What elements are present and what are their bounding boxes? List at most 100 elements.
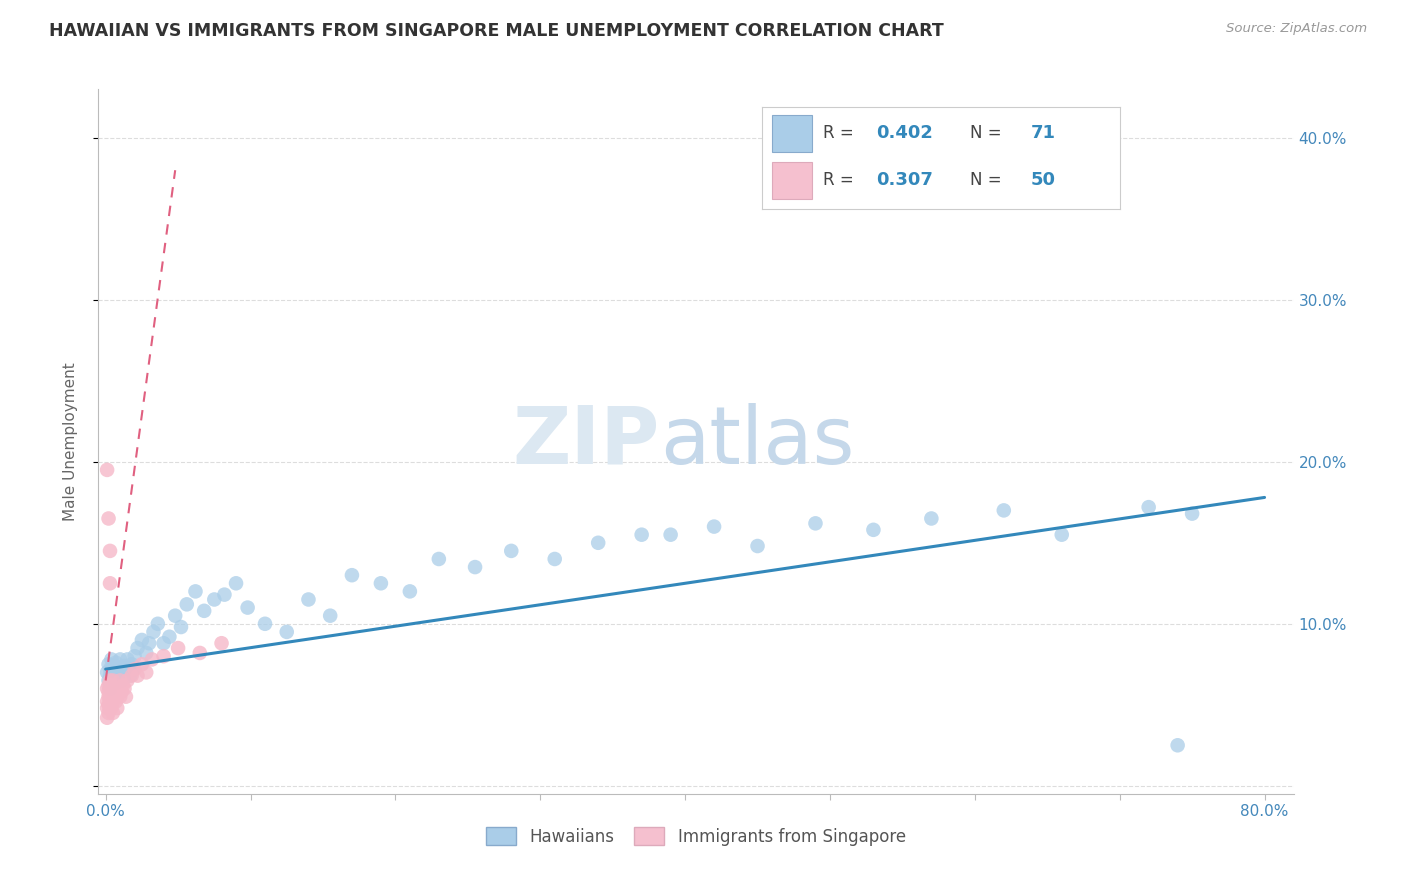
Point	[152, 649, 174, 664]
Point	[98, 668, 121, 682]
Point	[108, 673, 131, 688]
Point	[993, 503, 1015, 517]
Point	[96, 694, 118, 708]
Point	[131, 632, 153, 647]
Point	[659, 527, 682, 541]
Point	[114, 659, 136, 673]
Point	[124, 649, 146, 664]
Point	[100, 652, 122, 666]
Point	[747, 539, 769, 553]
Point	[131, 657, 153, 672]
Point	[96, 711, 118, 725]
Point	[120, 668, 142, 682]
Text: atlas: atlas	[661, 402, 855, 481]
Point	[100, 678, 122, 692]
Point	[97, 698, 120, 712]
Point	[108, 690, 131, 704]
Point	[101, 670, 124, 684]
Point	[340, 568, 363, 582]
Point	[121, 657, 143, 672]
Point	[122, 662, 145, 676]
Text: Source: ZipAtlas.com: Source: ZipAtlas.com	[1226, 22, 1367, 36]
Point	[184, 584, 207, 599]
Point	[804, 516, 827, 531]
Point	[135, 646, 157, 660]
Point	[97, 673, 120, 688]
Point	[98, 576, 121, 591]
Point	[96, 681, 118, 696]
Point	[97, 685, 120, 699]
Point	[115, 665, 138, 680]
Point	[214, 588, 236, 602]
Point	[110, 685, 132, 699]
Point	[110, 673, 132, 688]
Point	[101, 685, 124, 699]
Point	[108, 652, 131, 666]
Point	[114, 670, 136, 684]
Legend: Hawaiians, Immigrants from Singapore: Hawaiians, Immigrants from Singapore	[479, 821, 912, 853]
Point	[920, 511, 942, 525]
Point	[167, 641, 190, 656]
Point	[399, 584, 422, 599]
Point	[104, 656, 127, 670]
Point	[100, 701, 122, 715]
Point	[98, 701, 121, 715]
Point	[97, 678, 120, 692]
Point	[202, 592, 225, 607]
Point	[97, 511, 120, 525]
Point	[117, 652, 139, 666]
Point	[98, 673, 121, 688]
Point	[101, 673, 124, 688]
Point	[107, 681, 129, 696]
Point	[157, 630, 180, 644]
Point	[114, 681, 136, 696]
Point	[142, 624, 165, 639]
Point	[544, 552, 567, 566]
Point	[105, 701, 128, 715]
Point	[1050, 527, 1073, 541]
Point	[370, 576, 392, 591]
Point	[112, 678, 135, 692]
Point	[501, 544, 523, 558]
Point	[101, 694, 124, 708]
Point	[103, 681, 125, 696]
Point	[103, 659, 125, 673]
Point	[101, 664, 124, 678]
Point	[141, 652, 163, 666]
Point	[104, 667, 127, 681]
Point	[127, 668, 149, 682]
Point	[104, 685, 127, 699]
Point	[107, 672, 129, 686]
Point	[1167, 739, 1189, 753]
Text: HAWAIIAN VS IMMIGRANTS FROM SINGAPORE MALE UNEMPLOYMENT CORRELATION CHART: HAWAIIAN VS IMMIGRANTS FROM SINGAPORE MA…	[49, 22, 943, 40]
Point	[105, 690, 128, 704]
Point	[101, 706, 124, 720]
Point	[103, 690, 125, 704]
Point	[630, 527, 652, 541]
Point	[188, 646, 211, 660]
Point	[105, 675, 128, 690]
Point	[105, 662, 128, 676]
Point	[1137, 500, 1160, 515]
Point	[98, 690, 121, 704]
Point	[586, 536, 609, 550]
Point	[121, 668, 143, 682]
Point	[225, 576, 247, 591]
Point	[276, 624, 298, 639]
Point	[297, 592, 319, 607]
Point	[138, 636, 160, 650]
Point	[117, 673, 139, 688]
Point	[1181, 507, 1204, 521]
Point	[127, 641, 149, 656]
Point	[170, 620, 193, 634]
Point	[124, 662, 146, 676]
Point	[146, 616, 169, 631]
Point	[100, 677, 122, 691]
Point	[100, 698, 122, 712]
Point	[464, 560, 486, 574]
Point	[96, 665, 118, 680]
Point	[96, 701, 118, 715]
Point	[112, 664, 135, 678]
Point	[319, 608, 342, 623]
Point	[97, 706, 120, 720]
